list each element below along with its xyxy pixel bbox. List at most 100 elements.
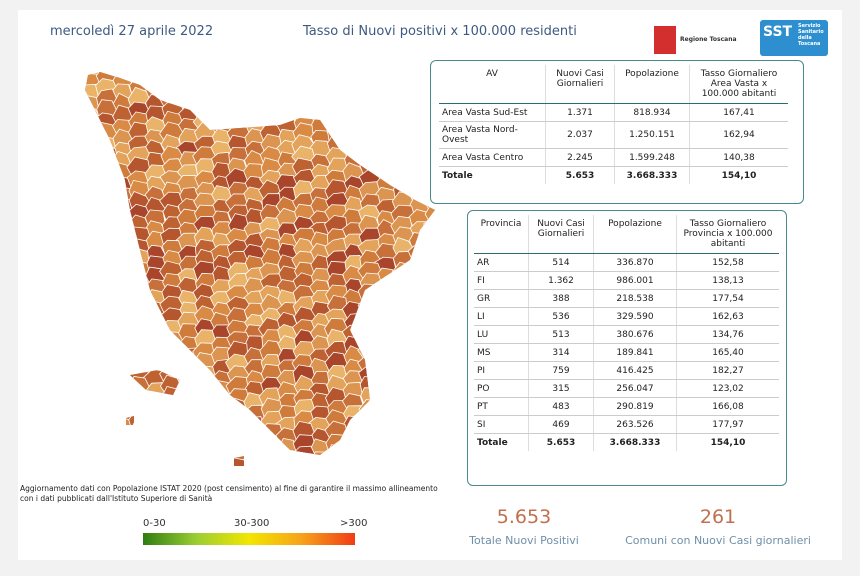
municipality xyxy=(324,112,351,134)
municipality xyxy=(127,434,149,454)
municipality xyxy=(274,83,300,106)
municipality xyxy=(192,72,216,77)
municipality xyxy=(342,117,367,140)
municipality xyxy=(426,468,447,480)
municipality xyxy=(85,168,86,191)
municipality xyxy=(293,467,316,480)
municipality xyxy=(440,475,448,480)
municipality xyxy=(162,467,183,480)
municipality xyxy=(441,428,448,449)
cell: 416.425 xyxy=(593,361,677,380)
municipality xyxy=(111,380,136,404)
municipality xyxy=(276,72,300,82)
municipality xyxy=(358,329,382,353)
row: SI 469 263.526 177,97 xyxy=(474,415,779,434)
municipality xyxy=(85,233,101,255)
municipality xyxy=(94,250,118,273)
municipality xyxy=(193,397,218,420)
municipality xyxy=(326,72,349,77)
municipality xyxy=(358,146,380,167)
municipality xyxy=(359,411,383,432)
municipality xyxy=(310,463,332,466)
municipality xyxy=(392,330,417,353)
municipality xyxy=(442,461,449,480)
cell: 483 xyxy=(528,397,594,416)
municipality xyxy=(95,156,117,179)
municipality xyxy=(94,179,119,201)
municipality xyxy=(225,457,250,466)
municipality xyxy=(357,124,381,146)
municipality xyxy=(61,410,83,430)
municipality xyxy=(375,334,398,357)
municipality xyxy=(94,308,119,328)
municipality xyxy=(276,72,298,93)
municipality xyxy=(390,339,415,363)
municipality xyxy=(111,346,135,368)
municipality xyxy=(376,358,399,379)
municipality xyxy=(85,174,100,197)
cell: 818.934 xyxy=(614,103,690,122)
municipality xyxy=(423,456,435,466)
municipality xyxy=(61,377,83,397)
municipality xyxy=(423,399,435,420)
municipality xyxy=(194,456,218,466)
municipality xyxy=(192,386,216,409)
municipality xyxy=(192,422,217,443)
municipality xyxy=(109,244,134,266)
municipality xyxy=(62,65,83,87)
municipality xyxy=(177,461,199,466)
municipality xyxy=(392,456,416,466)
municipality xyxy=(85,300,100,324)
municipality xyxy=(110,198,133,220)
municipality xyxy=(390,432,413,455)
municipality xyxy=(160,479,184,480)
municipality xyxy=(63,113,83,133)
municipality xyxy=(242,451,267,466)
municipality xyxy=(228,479,248,480)
cell: 1.371 xyxy=(545,103,615,122)
municipality xyxy=(143,448,166,466)
cell: 1.599.248 xyxy=(614,148,690,167)
municipality xyxy=(358,133,381,157)
cell: 123,02 xyxy=(676,379,779,398)
table-province-box: Provincia Nuovi Casi Giornalieri Popolazio… xyxy=(467,210,787,486)
municipality xyxy=(360,89,382,111)
column-header: Popolazione xyxy=(614,65,690,104)
municipality xyxy=(161,456,183,466)
municipality xyxy=(261,99,284,122)
municipality xyxy=(426,273,435,295)
municipality xyxy=(85,449,103,466)
municipality xyxy=(390,318,414,339)
total-cell: 5.653 xyxy=(545,166,615,184)
municipality xyxy=(441,211,448,230)
header-row: AV Nuovi Casi Giornalieri Popolazione Tasso… xyxy=(439,65,788,104)
cell: 167,41 xyxy=(689,103,788,122)
cell: 315 xyxy=(528,379,594,398)
municipality xyxy=(442,292,448,310)
municipality xyxy=(224,89,249,109)
municipality xyxy=(424,284,435,307)
municipality xyxy=(423,329,435,352)
municipality xyxy=(94,328,119,352)
municipality xyxy=(160,72,184,75)
municipality xyxy=(85,99,86,122)
municipality xyxy=(94,272,117,293)
municipality xyxy=(93,363,119,387)
municipality xyxy=(408,358,430,379)
municipality xyxy=(341,450,366,466)
municipality xyxy=(376,310,397,335)
cell: Area Vasta Sud-Est xyxy=(439,103,546,122)
municipality xyxy=(442,244,448,264)
municipality xyxy=(111,300,135,323)
municipality xyxy=(209,474,232,480)
municipality xyxy=(143,335,167,359)
municipality xyxy=(61,134,84,154)
municipality xyxy=(340,128,365,150)
municipality xyxy=(391,282,415,307)
municipality xyxy=(85,249,86,272)
municipality xyxy=(373,323,398,346)
municipality xyxy=(407,310,433,334)
municipality xyxy=(442,314,448,332)
municipality xyxy=(390,134,414,158)
municipality xyxy=(376,105,400,129)
